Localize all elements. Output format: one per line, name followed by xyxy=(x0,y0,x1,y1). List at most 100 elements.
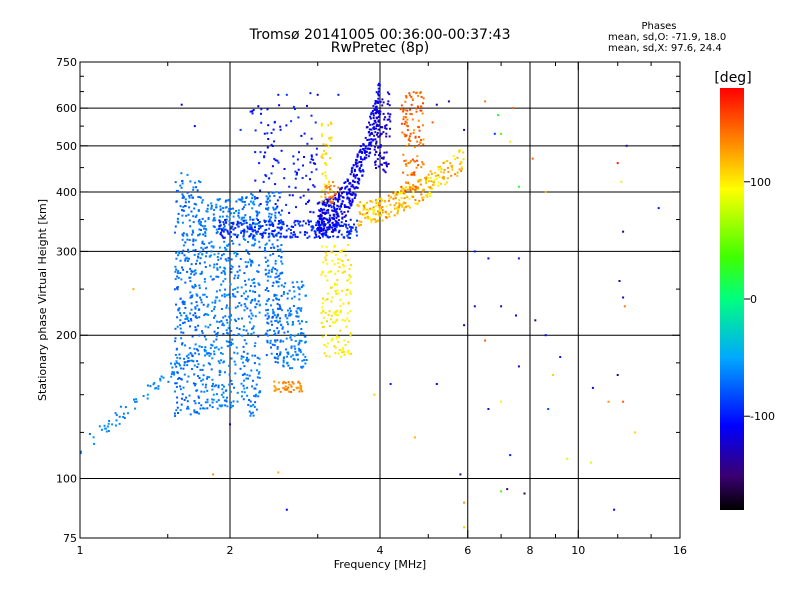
echo-point xyxy=(201,368,204,371)
echo-point xyxy=(351,226,354,229)
echo-point xyxy=(222,207,224,209)
echo-point xyxy=(379,100,382,103)
echo-point xyxy=(347,302,350,305)
echo-point xyxy=(176,316,179,319)
echo-point xyxy=(267,315,270,318)
echo-point xyxy=(218,221,221,224)
echo-point xyxy=(378,124,381,127)
echo-point xyxy=(155,386,158,389)
echo-point xyxy=(217,399,220,402)
echo-point xyxy=(266,329,269,332)
echo-point xyxy=(182,268,185,271)
echo-point xyxy=(365,150,368,153)
echo-point xyxy=(277,93,280,96)
echo-point xyxy=(265,303,268,306)
echo-point xyxy=(381,219,384,222)
echo-point xyxy=(407,139,410,141)
echo-point xyxy=(224,200,227,203)
echo-point xyxy=(411,98,414,100)
echo-point xyxy=(320,200,323,203)
echo-point xyxy=(217,252,220,255)
echo-point xyxy=(293,345,296,348)
echo-point xyxy=(253,285,256,288)
echo-point xyxy=(294,235,297,238)
echo-point xyxy=(328,223,331,226)
echo-point xyxy=(413,185,416,188)
echo-point xyxy=(364,147,367,150)
echo-point xyxy=(199,181,202,184)
echo-point xyxy=(243,391,246,394)
echo-point xyxy=(301,320,303,323)
echo-point xyxy=(292,105,295,108)
echo-point xyxy=(425,178,427,181)
echo-point xyxy=(332,235,335,238)
echo-point xyxy=(298,298,301,301)
echo-point xyxy=(275,294,278,297)
echo-point xyxy=(316,228,319,230)
echo-point xyxy=(276,226,279,229)
echo-point xyxy=(275,316,278,319)
echo-point xyxy=(404,100,407,103)
echo-point xyxy=(278,226,281,229)
echo-point xyxy=(200,246,203,249)
echo-point xyxy=(104,427,107,430)
echo-point xyxy=(358,179,361,182)
echo-point xyxy=(351,198,354,201)
echo-point xyxy=(280,294,283,297)
echo-point xyxy=(194,239,197,242)
echo-point xyxy=(174,225,177,228)
echo-point xyxy=(253,345,256,348)
echo-point xyxy=(208,264,211,267)
echo-point xyxy=(326,226,329,229)
echo-point xyxy=(267,334,269,337)
echo-point xyxy=(374,100,377,102)
echo-point xyxy=(415,186,418,189)
echo-point xyxy=(433,183,436,186)
echo-point xyxy=(209,347,212,350)
echo-point xyxy=(259,232,262,235)
echo-point xyxy=(591,386,594,389)
echo-point xyxy=(413,436,416,439)
echo-point xyxy=(381,98,384,101)
echo-point xyxy=(531,157,534,160)
echo-point xyxy=(328,186,331,189)
echo-point xyxy=(287,323,289,326)
echo-point xyxy=(389,120,392,123)
echo-point xyxy=(359,149,362,152)
echo-point xyxy=(251,411,254,414)
echo-point xyxy=(380,133,383,135)
echo-point xyxy=(251,244,254,247)
echo-point xyxy=(216,333,219,335)
echo-point xyxy=(332,321,335,324)
echo-point xyxy=(344,344,347,346)
echo-point xyxy=(240,395,243,398)
echo-point xyxy=(278,220,280,222)
echo-point xyxy=(393,204,396,207)
echo-point xyxy=(274,339,276,342)
echo-point xyxy=(186,400,189,403)
echo-point xyxy=(417,125,420,128)
echo-point xyxy=(262,180,265,183)
echo-point xyxy=(330,121,332,124)
echo-point xyxy=(622,230,625,233)
echo-point xyxy=(348,188,351,191)
echo-point xyxy=(243,379,245,382)
echo-point xyxy=(234,274,237,277)
echo-point xyxy=(231,383,233,386)
echo-point xyxy=(189,291,192,294)
echo-point xyxy=(270,346,272,349)
echo-point xyxy=(231,239,233,242)
echo-point xyxy=(247,261,250,264)
echo-point xyxy=(204,231,207,234)
echo-point xyxy=(328,355,331,358)
echo-point xyxy=(192,186,195,189)
echo-point xyxy=(224,246,226,249)
echo-point xyxy=(173,373,176,376)
echo-point xyxy=(451,168,454,171)
echo-point xyxy=(405,96,408,99)
y-tick-label: 600 xyxy=(56,102,77,115)
echo-point xyxy=(220,231,222,234)
echo-point xyxy=(342,302,345,305)
echo-point xyxy=(184,198,187,201)
echo-point xyxy=(372,138,375,141)
